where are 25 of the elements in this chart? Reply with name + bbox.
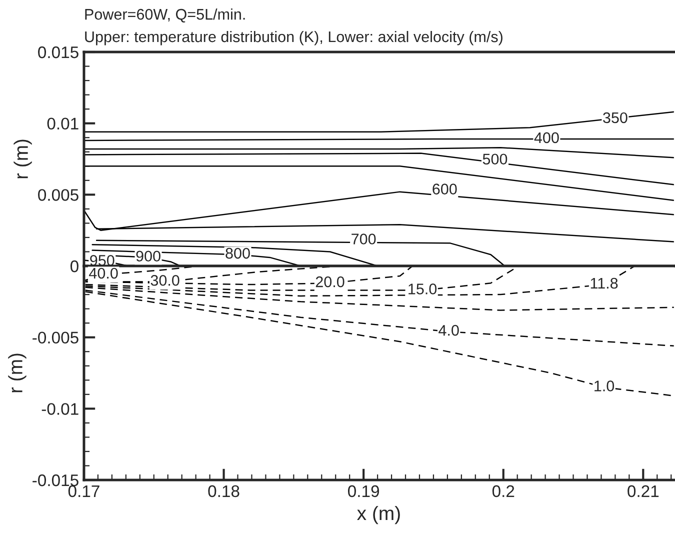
x-tick-label: 0.21 [628,485,659,498]
y-tick-label: -0.01 [42,403,78,415]
x-tick-label: 0.19 [348,485,379,498]
annotation: 500 [482,154,508,165]
y-tick-label: 0.015 [38,46,78,58]
annotation: 1.0 [594,380,614,392]
annotation: 11.8 [590,278,618,289]
y-tick-label: 0 [70,260,78,272]
y-tick-label: -0.015 [32,474,78,486]
annotation: 700 [352,234,376,244]
y-tick-label: -0.005 [32,332,78,344]
x-axis-title: x (m) [357,506,400,524]
annotation: 350 [603,112,628,124]
y-tick-label: 0.01 [47,118,78,130]
x-tick-label: 0.2 [492,485,514,498]
chart-title: Power=60W, Q=5L/min. [85,8,245,22]
x-tick-label: 0.17 [68,485,100,498]
y-axis-title: r (m) [8,354,26,392]
x-tick-label: 0.18 [208,485,240,498]
chart-subtitle: Upper: temperature distribution (K), Lower: axial velocity (m/s) [85,30,502,46]
annotation: 400 [534,132,559,144]
y-tick-label: 0.005 [38,189,78,201]
y-axis-title: r (m) [14,140,32,178]
annotation: 600 [432,184,457,194]
annotation: 4.0 [438,324,459,336]
